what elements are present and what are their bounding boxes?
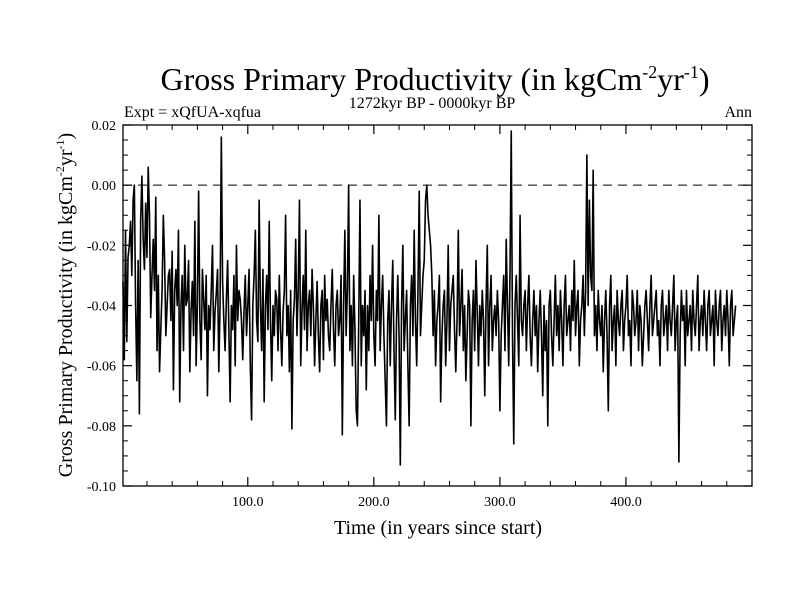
- series-line: [122, 130, 737, 466]
- x-tick-label: 300.0: [484, 495, 516, 510]
- time-range-label: 1272kyr BP - 0000kyr BP: [349, 95, 516, 112]
- y-tick-label: -0.10: [87, 480, 116, 495]
- y-axis-label: Gross Primary Productivity (in kgCm-2yr-…: [53, 133, 77, 477]
- y-tick-label: -0.06: [87, 360, 116, 375]
- chart-title: Gross Primary Productivity (in kgCm-2yr-…: [160, 61, 709, 97]
- y-tick-label: -0.04: [87, 300, 116, 315]
- y-tick-label: 0.02: [92, 119, 117, 134]
- x-tick-label: 100.0: [232, 495, 264, 510]
- period-label: Ann: [724, 104, 752, 121]
- plot-frame: [122, 124, 753, 487]
- y-tick-label: 0.00: [92, 179, 117, 194]
- x-tick-label: 400.0: [610, 495, 642, 510]
- y-tick-label: -0.08: [87, 420, 116, 435]
- x-tick-label: 200.0: [358, 495, 390, 510]
- y-tick-label: -0.02: [87, 239, 116, 254]
- x-axis-label: Time (in years since start): [334, 517, 542, 539]
- experiment-label: Expt = xQfUA-xqfua: [124, 104, 261, 121]
